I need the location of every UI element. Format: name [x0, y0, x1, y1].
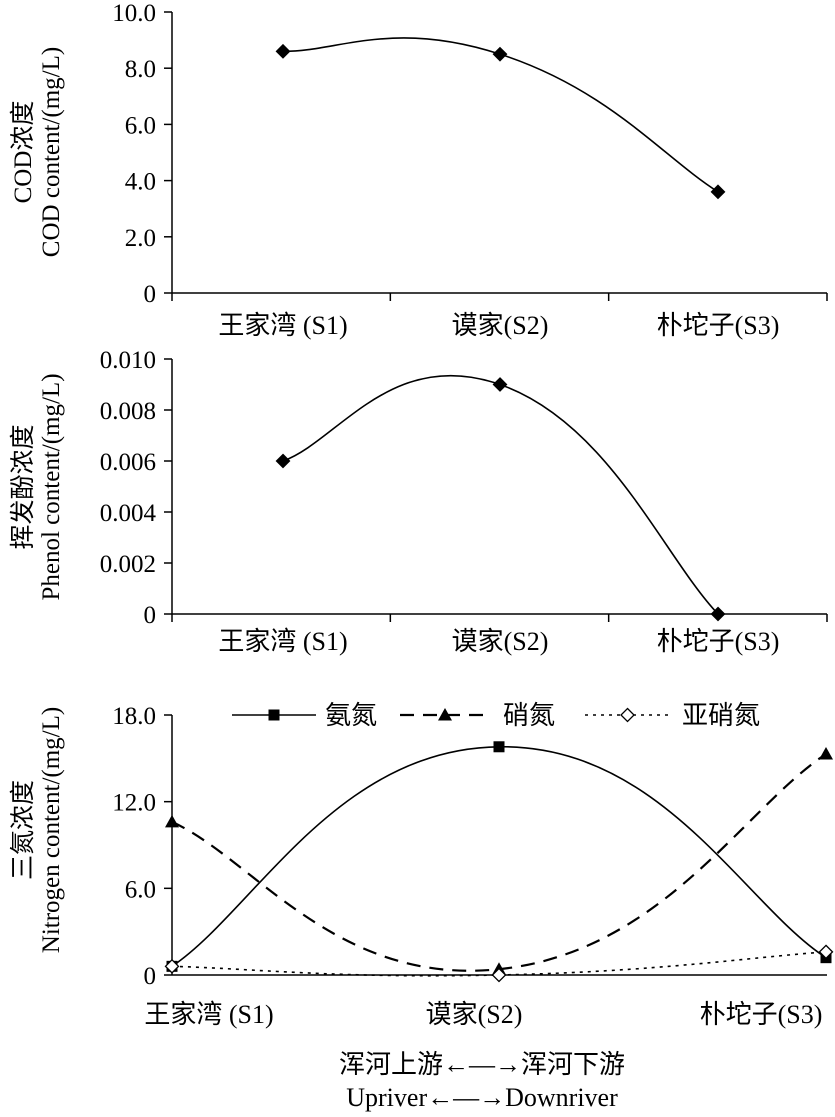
- series-line-3: [171, 951, 827, 977]
- y-tick-label: 0: [144, 281, 157, 308]
- y-tick-label: 8.0: [125, 56, 156, 83]
- y-tick-label: 18.0: [112, 703, 156, 730]
- series-line-2: [171, 753, 827, 972]
- x-category-label: 谟家(S2): [426, 1000, 523, 1029]
- y-tick-label: 0.010: [100, 347, 156, 374]
- data-point-marker: [818, 944, 834, 960]
- footer-en: Upriver←—→Downriver: [346, 1083, 618, 1112]
- footer-zh: 浑河上游←—→浑河下游: [339, 1050, 625, 1079]
- y-tick-label: 2.0: [125, 225, 156, 252]
- x-category-label: 谟家(S2): [452, 627, 549, 656]
- phenol-chart-panel: 挥发酚浓度 Phenol content/(mg/L) 0 0.002 0.004 0…: [9, 347, 828, 656]
- cod-ylabel-zh: COD浓度: [9, 101, 37, 204]
- phenol-ylabel-en: Phenol content/(mg/L): [38, 373, 65, 600]
- data-point-marker: [710, 184, 726, 200]
- y-tick-label: 0.002: [100, 551, 156, 578]
- y-tick-label: 4.0: [125, 169, 156, 196]
- nitrogen-ylabel-zh: 三氮浓度: [9, 780, 37, 880]
- x-category-label: 王家湾 (S1): [218, 627, 347, 656]
- y-tick-label: 6.0: [125, 876, 156, 903]
- x-category-label: 朴坨子(S3): [700, 1000, 823, 1029]
- y-tick-label: 6.0: [125, 112, 156, 139]
- y-tick-label: 0: [144, 963, 157, 990]
- data-point-marker: [492, 377, 508, 392]
- x-category-label: 王家湾 (S1): [144, 1000, 273, 1029]
- data-point-marker: [710, 606, 726, 622]
- x-category-label: 朴坨子(S3): [657, 627, 780, 656]
- legend-marker: [620, 707, 635, 723]
- cod-chart-panel: COD浓度 COD content/(mg/L) 0 2.0 4.0 6.0 8.0 10…: [9, 0, 828, 340]
- x-category-label: 王家湾 (S1): [218, 311, 347, 340]
- data-point-marker: [819, 747, 833, 760]
- data-point-marker: [491, 967, 507, 983]
- data-point-marker: [165, 814, 179, 828]
- series-line-1: [282, 374, 719, 615]
- cod-ylabel-en: COD content/(mg/L): [38, 47, 65, 257]
- x-category-label: 朴坨子(S3): [657, 311, 780, 340]
- data-point-marker: [493, 741, 505, 753]
- legend-label: 硝氮: [503, 701, 555, 730]
- nitrogen-legend: 氨氮 硝氮 亚硝氮: [232, 701, 760, 730]
- data-point-marker: [275, 43, 291, 59]
- y-tick-label: 10.0: [112, 0, 156, 27]
- nitrogen-ylabel-en: Nitrogen content/(mg/L): [38, 707, 65, 953]
- y-tick-label: 0.006: [100, 449, 156, 476]
- data-point-marker: [164, 958, 180, 974]
- y-tick-label: 0.008: [100, 398, 156, 425]
- legend-marker: [438, 708, 452, 721]
- y-tick-label: 0.004: [100, 500, 157, 527]
- nitrogen-chart-panel: 三氮浓度 Nitrogen content/(mg/L) 氨氮 硝氮 亚硝氮 0 6.…: [9, 701, 834, 1029]
- y-tick-label: 0: [144, 602, 157, 629]
- data-point-marker: [275, 453, 291, 469]
- phenol-ylabel-zh: 挥发酚浓度: [9, 424, 37, 549]
- y-tick-label: 12.0: [112, 790, 156, 817]
- legend-marker: [268, 709, 280, 721]
- legend-label: 氨氮: [325, 701, 377, 730]
- legend-label: 亚硝氮: [682, 701, 760, 730]
- x-category-label: 谟家(S2): [452, 311, 549, 340]
- series-line-1: [171, 745, 827, 967]
- data-point-marker: [492, 46, 508, 62]
